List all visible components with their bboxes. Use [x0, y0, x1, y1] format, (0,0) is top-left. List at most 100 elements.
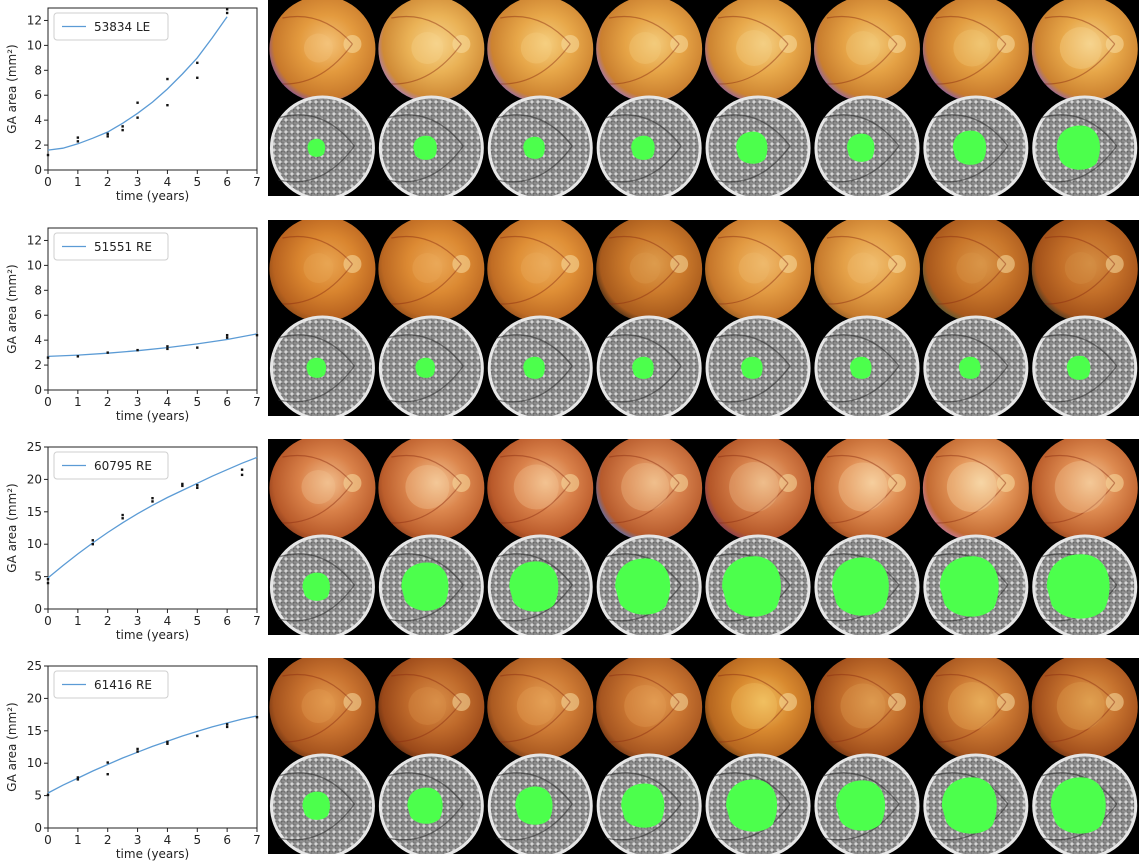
- x-tick-label: 5: [193, 833, 201, 847]
- data-point: [151, 500, 154, 503]
- y-tick-label: 2: [34, 358, 42, 372]
- y-tick-label: 0: [34, 821, 42, 835]
- ga-lesion-mask: [401, 562, 449, 611]
- fundus-photo: [1031, 0, 1138, 102]
- y-tick-label: 2: [34, 138, 42, 152]
- fundus-photo: [487, 0, 594, 102]
- x-tick-label: 1: [74, 175, 82, 189]
- y-tick-label: 20: [27, 472, 42, 486]
- fundus-photo: [922, 658, 1029, 760]
- faf-segmentation: [378, 534, 484, 635]
- ga-lesion-mask: [849, 356, 872, 379]
- data-point: [106, 132, 109, 136]
- fundus-photo: [813, 220, 920, 322]
- ga-lesion-mask: [631, 135, 655, 160]
- case-row: 0 1 2 3 4 5 6 7 0 5 10 15 20 25 time (years) GA area (m…: [0, 658, 1139, 863]
- y-axis-label: GA area (mm²): [5, 702, 19, 791]
- y-tick-label: 15: [27, 505, 42, 519]
- fundus-photo: [813, 0, 920, 102]
- x-tick-label: 4: [164, 395, 172, 409]
- faf-segmentation: [378, 315, 484, 416]
- fundus-photo: [813, 658, 920, 760]
- faf-segmentation: [378, 95, 484, 196]
- data-point: [196, 61, 199, 65]
- y-tick-label: 10: [27, 537, 42, 551]
- x-tick-label: 2: [104, 395, 112, 409]
- fundus-photo: [705, 220, 812, 322]
- legend-box: [53, 232, 169, 261]
- faf-segmentation: [705, 753, 811, 854]
- x-tick-label: 5: [193, 175, 201, 189]
- faf-segmentation: [269, 753, 375, 854]
- fundus-photo: [378, 658, 485, 760]
- x-tick-label: 2: [104, 833, 112, 847]
- data-point: [121, 125, 124, 128]
- fundus-photo: [269, 658, 376, 760]
- fit-curve: [47, 333, 258, 358]
- x-axis-label: time (years): [116, 409, 189, 423]
- legend-label: 51551 RE: [94, 240, 152, 254]
- ga-lesion-mask: [523, 356, 545, 379]
- growth-plot: 0 1 2 3 4 5 6 7 0 5 10 15 20 25 time (years) GA area (m…: [5, 659, 261, 861]
- x-tick-label: 0: [44, 175, 52, 189]
- case-row: 0 1 2 3 4 5 6 7 0 2 4 6 8 10 12 time (years) GA area (mm…: [0, 0, 1139, 205]
- ga-lesion-mask: [306, 357, 327, 378]
- data-point: [121, 513, 124, 517]
- legend: 61416 RE: [53, 670, 169, 699]
- data-point: [225, 725, 229, 729]
- y-tick-label: 8: [34, 283, 42, 297]
- y-tick-label: 4: [34, 333, 42, 347]
- x-tick-label: 3: [134, 614, 142, 628]
- y-axis-label: GA area (mm²): [5, 483, 19, 572]
- legend-label: 61416 RE: [94, 678, 152, 692]
- y-tick-label: 10: [27, 258, 42, 272]
- fundus-photo: [922, 0, 1029, 102]
- x-tick-label: 7: [253, 175, 261, 189]
- faf-segmentation: [705, 315, 811, 416]
- ga-lesion-mask: [509, 561, 559, 612]
- image-strip: [268, 439, 1139, 635]
- faf-segmentation: [1032, 95, 1138, 196]
- x-tick-label: 4: [164, 614, 172, 628]
- data-point: [225, 336, 229, 339]
- y-tick-label: 6: [34, 308, 42, 322]
- ga-lesion-mask: [958, 356, 981, 379]
- data-point: [166, 740, 169, 744]
- ga-lesion-mask: [1050, 777, 1106, 834]
- ga-lesion-mask: [939, 556, 999, 617]
- x-axis-label: time (years): [116, 189, 189, 203]
- y-tick-label: 4: [34, 113, 42, 127]
- x-tick-label: 2: [104, 614, 112, 628]
- x-tick-label: 7: [253, 614, 261, 628]
- faf-segmentation: [269, 315, 375, 416]
- y-tick-label: 0: [34, 602, 42, 616]
- data-point: [181, 484, 184, 488]
- x-tick-label: 1: [74, 614, 82, 628]
- faf-segmentation: [596, 95, 702, 196]
- fundus-photo: [487, 220, 594, 322]
- fundus-photo: [378, 220, 485, 322]
- data-point: [91, 539, 94, 542]
- y-tick-label: 25: [27, 440, 42, 454]
- data-point: [225, 8, 229, 11]
- ga-lesion-mask: [1056, 125, 1100, 170]
- faf-segmentation: [1032, 753, 1138, 854]
- data-point: [166, 77, 169, 81]
- fundus-photo: [596, 658, 703, 760]
- fundus-photo: [487, 439, 594, 541]
- fit-curve: [47, 16, 228, 151]
- x-tick-label: 4: [164, 175, 172, 189]
- x-tick-label: 0: [44, 395, 52, 409]
- image-strip: [268, 0, 1139, 196]
- data-point: [136, 750, 139, 753]
- y-tick-label: 20: [27, 691, 42, 705]
- fundus-photo: [487, 658, 594, 760]
- fundus-photo: [378, 439, 485, 541]
- ga-lesion-mask: [413, 135, 437, 160]
- data-point: [121, 128, 124, 132]
- legend-box: [53, 12, 169, 41]
- faf-segmentation: [269, 95, 375, 196]
- legend: 53834 LE: [53, 12, 169, 41]
- data-point: [166, 104, 169, 107]
